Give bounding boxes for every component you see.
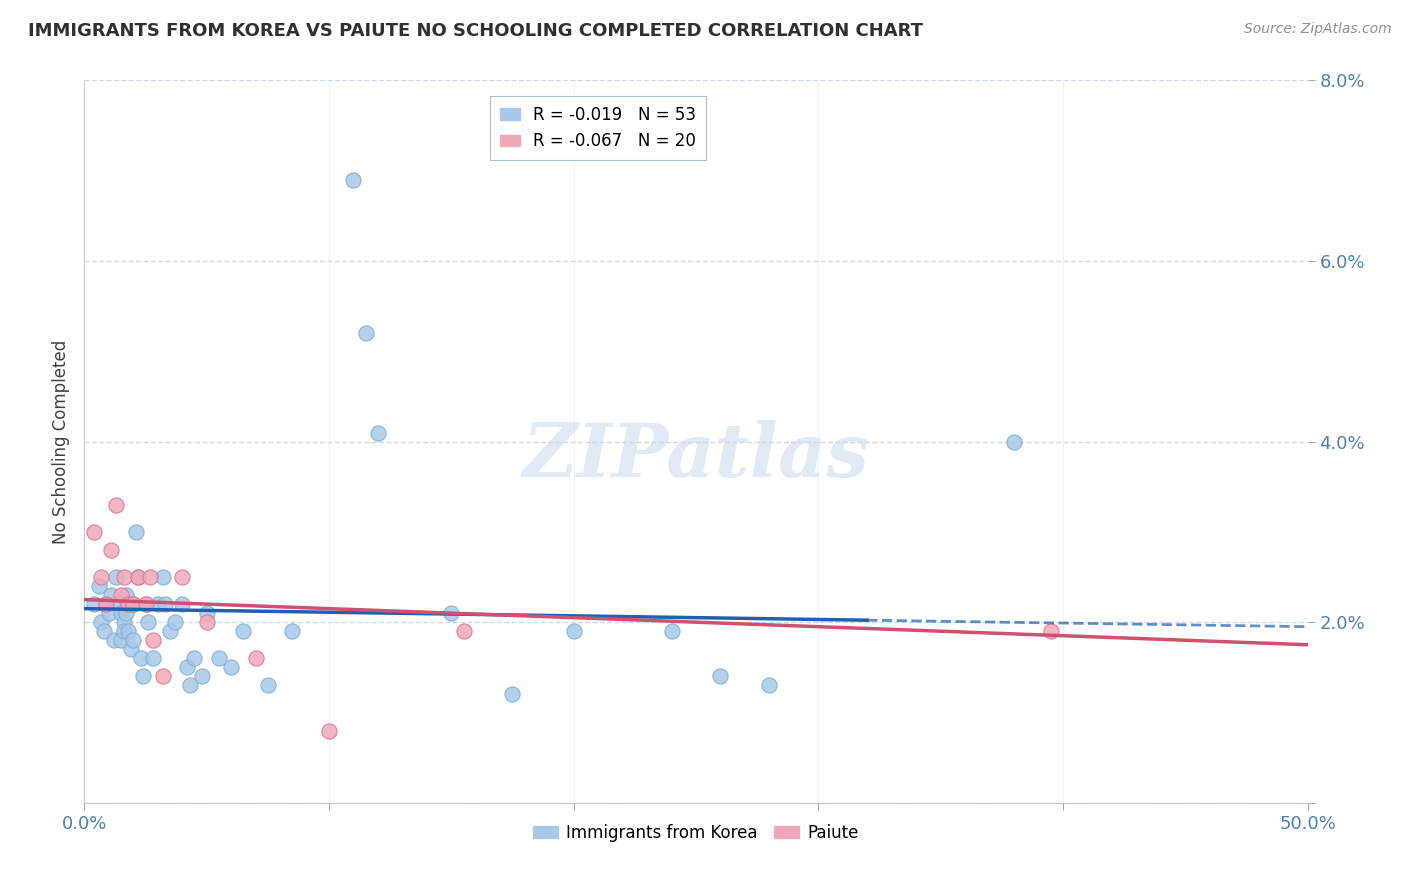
Legend: Immigrants from Korea, Paiute: Immigrants from Korea, Paiute — [526, 817, 866, 848]
Point — [110, 633, 132, 648]
Text: IMMIGRANTS FROM KOREA VS PAIUTE NO SCHOOLING COMPLETED CORRELATION CHART: IMMIGRANTS FROM KOREA VS PAIUTE NO SCHOO… — [28, 22, 924, 40]
Point — [142, 633, 165, 648]
Point — [440, 606, 463, 620]
Point — [127, 570, 149, 584]
Point — [142, 651, 165, 665]
Text: Source: ZipAtlas.com: Source: ZipAtlas.com — [1244, 22, 1392, 37]
Point — [83, 597, 105, 611]
Point — [112, 615, 135, 630]
Point — [122, 633, 145, 648]
Point — [159, 624, 181, 639]
Point — [257, 678, 280, 692]
Point — [562, 624, 585, 639]
Point — [132, 669, 155, 683]
Point — [183, 651, 205, 665]
Point — [163, 615, 186, 630]
Point — [93, 624, 115, 639]
Point — [219, 660, 242, 674]
Point — [110, 588, 132, 602]
Point — [125, 524, 148, 539]
Point — [135, 597, 157, 611]
Point — [136, 615, 159, 630]
Point — [120, 642, 142, 657]
Point — [191, 669, 214, 683]
Point — [1039, 624, 1062, 639]
Point — [1002, 434, 1025, 449]
Point — [83, 524, 105, 539]
Y-axis label: No Schooling Completed: No Schooling Completed — [52, 340, 70, 543]
Point — [153, 597, 176, 611]
Point — [208, 651, 231, 665]
Point — [112, 570, 135, 584]
Point — [105, 570, 128, 584]
Point — [115, 606, 138, 620]
Point — [152, 570, 174, 584]
Point — [122, 597, 145, 611]
Point — [179, 678, 201, 692]
Point — [367, 425, 389, 440]
Point — [176, 660, 198, 674]
Point — [105, 498, 128, 512]
Point — [281, 624, 304, 639]
Point — [129, 651, 152, 665]
Point — [453, 624, 475, 639]
Point — [342, 172, 364, 186]
Point — [709, 669, 731, 683]
Point — [139, 570, 162, 584]
Point — [135, 597, 157, 611]
Point — [318, 723, 340, 738]
Point — [96, 597, 118, 611]
Point — [115, 588, 138, 602]
Point — [195, 606, 218, 620]
Point — [110, 606, 132, 620]
Point — [117, 624, 139, 639]
Point — [172, 570, 194, 584]
Point — [502, 687, 524, 701]
Point — [232, 624, 254, 639]
Point — [107, 597, 129, 611]
Point — [354, 326, 377, 340]
Point — [172, 597, 194, 611]
Point — [90, 570, 112, 584]
Text: ZIPatlas: ZIPatlas — [523, 420, 869, 492]
Point — [661, 624, 683, 639]
Point — [245, 651, 267, 665]
Point — [100, 542, 122, 557]
Point — [112, 624, 135, 639]
Point — [87, 579, 110, 593]
Point — [127, 570, 149, 584]
Point — [103, 633, 125, 648]
Point — [96, 597, 118, 611]
Point — [152, 669, 174, 683]
Point — [146, 597, 169, 611]
Point — [122, 597, 145, 611]
Point — [195, 615, 218, 630]
Point — [117, 597, 139, 611]
Point — [97, 606, 120, 620]
Point — [100, 588, 122, 602]
Point — [90, 615, 112, 630]
Point — [758, 678, 780, 692]
